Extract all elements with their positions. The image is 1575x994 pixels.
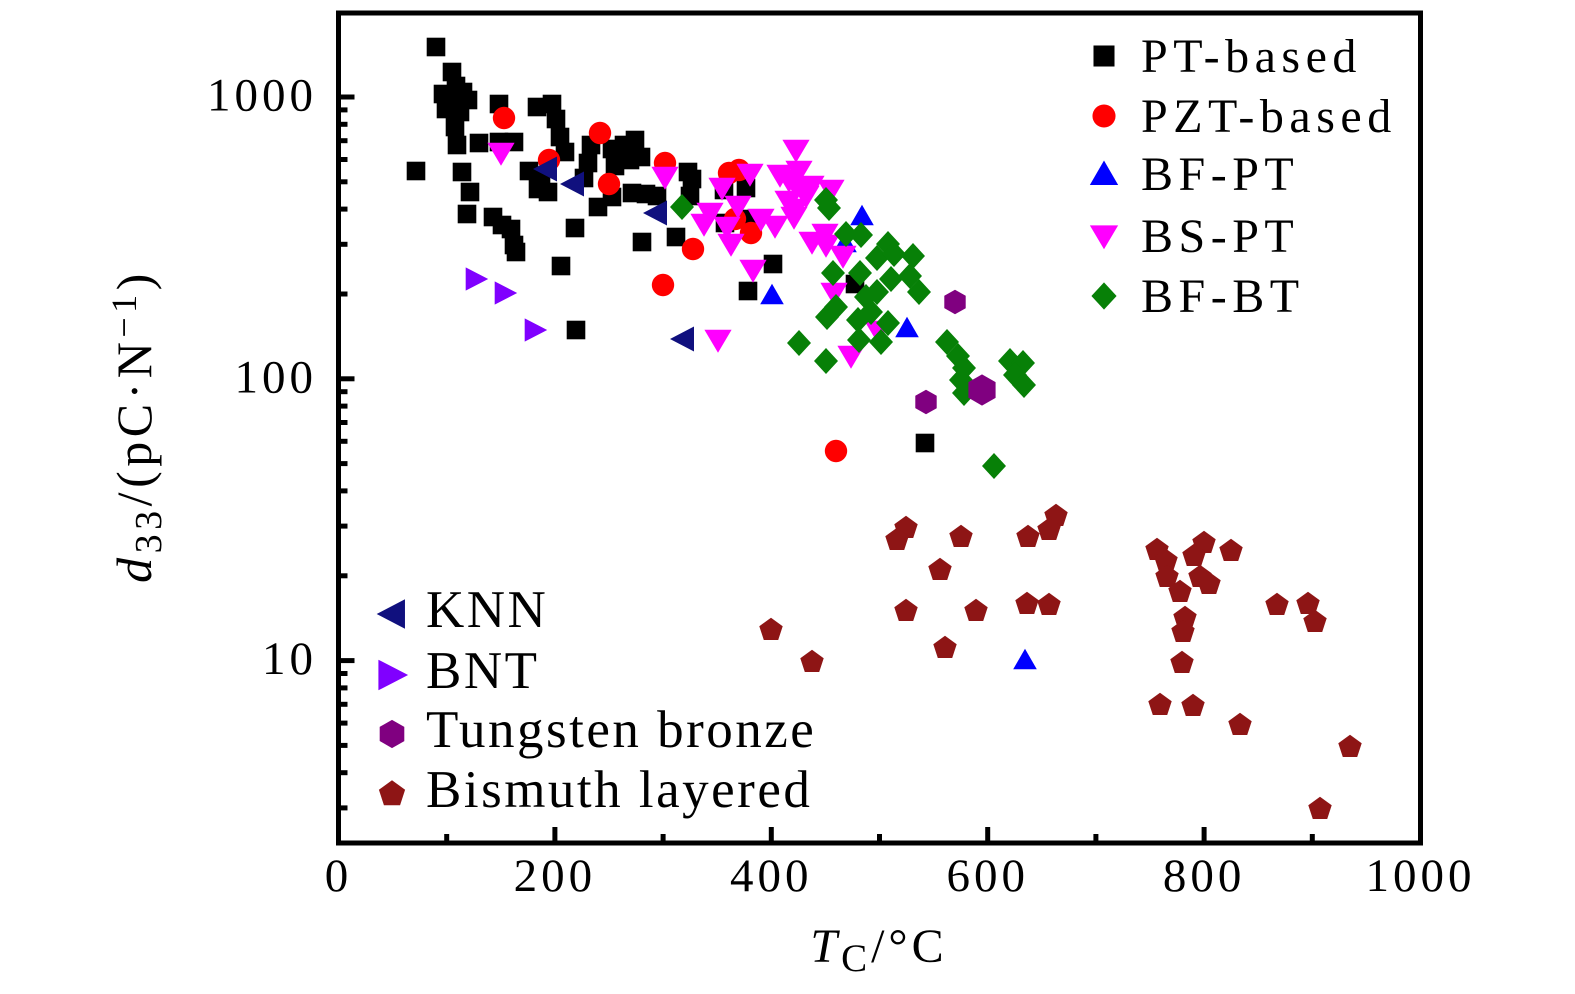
svg-text:BS-PT: BS-PT [1141,210,1299,263]
svg-text:Tungsten bronze: Tungsten bronze [426,701,816,759]
svg-text:1000: 1000 [207,70,317,122]
svg-text:KNN: KNN [426,581,548,639]
svg-text:BF-BT: BF-BT [1141,270,1305,323]
svg-text:BNT: BNT [426,642,540,700]
svg-text:PT-based: PT-based [1141,30,1362,83]
svg-text:800: 800 [1163,850,1246,902]
svg-text:Bismuth layered: Bismuth layered [426,761,812,819]
svg-text:10: 10 [262,633,317,685]
svg-text:400: 400 [730,850,813,902]
svg-text:600: 600 [946,850,1029,902]
svg-text:PZT-based: PZT-based [1141,90,1397,143]
svg-text:0: 0 [325,850,353,902]
svg-text:100: 100 [235,351,318,403]
svg-text:1000: 1000 [1366,850,1476,902]
svg-text:TC/°C: TC/°C [810,920,947,980]
svg-text:200: 200 [514,850,597,902]
svg-text:d33/(pC·N−1): d33/(pC·N−1) [104,269,170,583]
svg-text:BF-PT: BF-PT [1141,148,1299,201]
